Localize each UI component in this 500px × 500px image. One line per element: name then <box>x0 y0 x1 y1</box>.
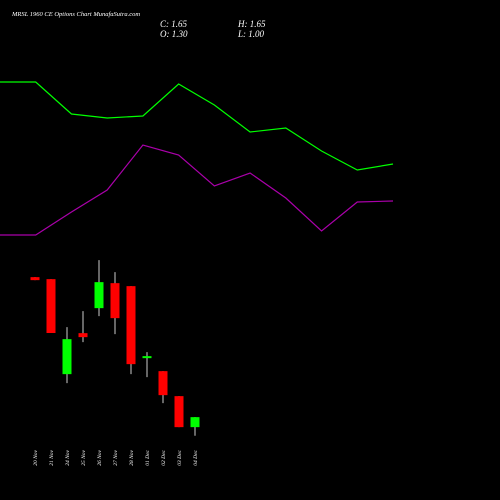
indicator-line <box>0 81 394 171</box>
open-label: O: 1.30 <box>160 29 188 39</box>
x-tick-label: 28 Nov <box>129 449 135 465</box>
x-tick-label: 20 Nov <box>33 449 39 465</box>
candle-body <box>78 333 88 338</box>
x-tick-label: 01 Dec <box>145 449 151 465</box>
candle-body <box>30 277 40 281</box>
x-tick-label: 02 Dec <box>161 449 167 465</box>
candle-body <box>110 283 120 319</box>
x-tick-label: 03 Dec <box>177 449 183 465</box>
candle-body <box>46 279 56 333</box>
candle-body <box>62 339 72 375</box>
indicator-line <box>0 144 394 236</box>
x-tick-label: 27 Nov <box>113 449 119 465</box>
candle-body <box>174 396 184 428</box>
candle-body <box>142 356 152 359</box>
candle-body <box>94 282 104 309</box>
close-label: C: 1.65 <box>160 19 188 29</box>
candle-body <box>190 417 200 428</box>
x-tick-label: 24 Nov <box>64 449 71 465</box>
high-label: H: 1.65 <box>237 19 266 29</box>
x-tick-label: 26 Nov <box>97 449 103 465</box>
low-label: L: 1.00 <box>237 29 265 39</box>
candle-body <box>126 286 136 365</box>
chart-title: MRSL 1960 CE Options Chart MunafaSutra.c… <box>11 11 140 18</box>
x-tick-label: 25 Nov <box>81 449 87 465</box>
candle-body <box>158 371 168 396</box>
x-tick-label: 04 Dec <box>192 449 199 465</box>
x-tick-label: 21 Nov <box>49 449 55 465</box>
